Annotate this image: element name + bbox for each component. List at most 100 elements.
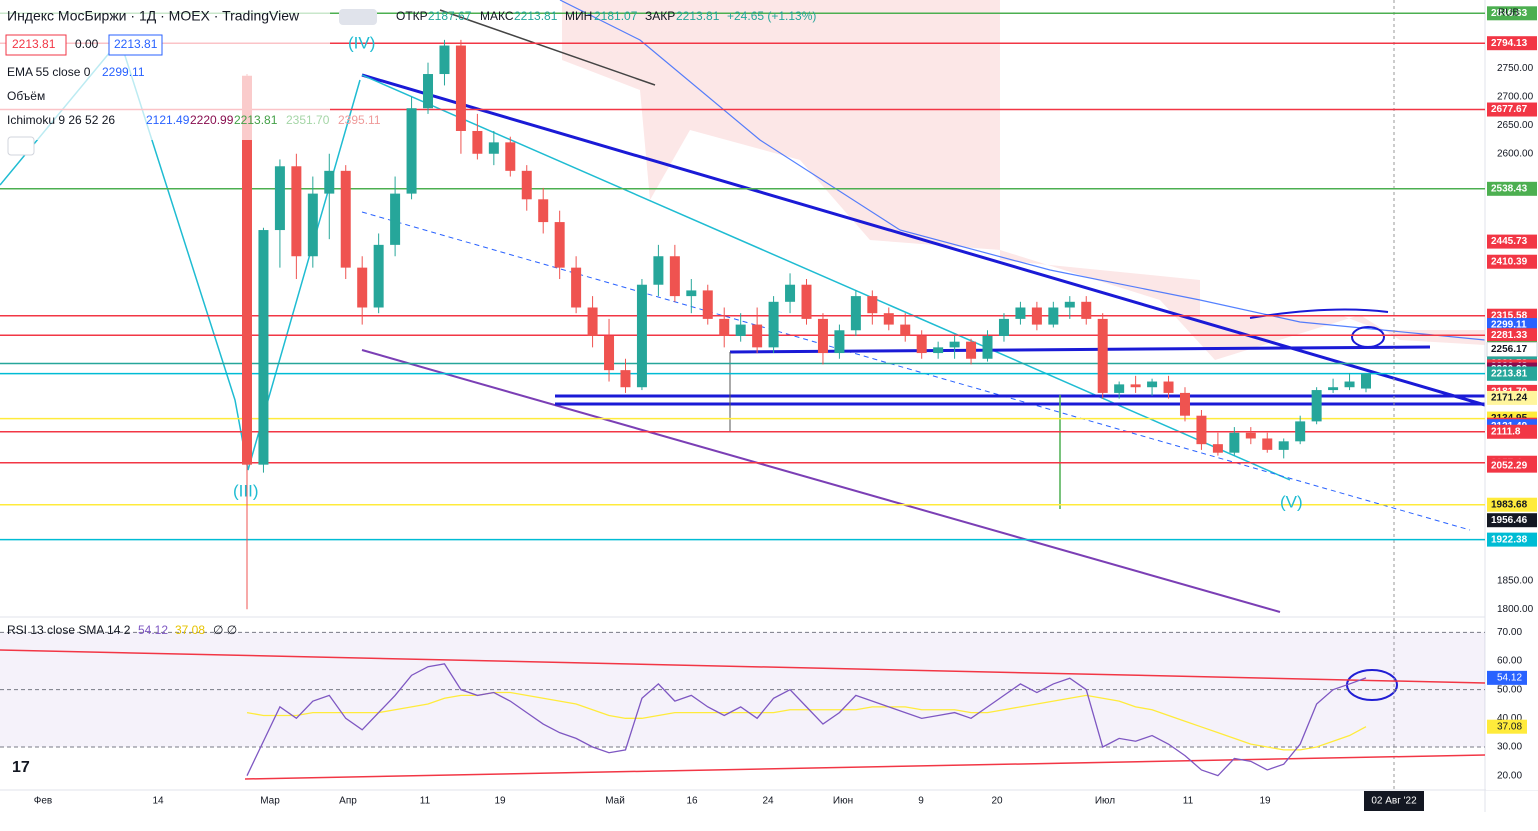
price-label-box bbox=[1486, 342, 1538, 358]
rsi-label: 54.12 bbox=[1497, 672, 1522, 683]
candle-body bbox=[834, 330, 845, 354]
candle-body bbox=[1295, 421, 1306, 442]
candle-body bbox=[488, 142, 499, 154]
trendline bbox=[361, 349, 1281, 613]
price-label-box bbox=[1487, 102, 1537, 117]
high-label: МАКС bbox=[480, 9, 514, 23]
candle-body bbox=[620, 370, 631, 388]
trendline bbox=[244, 754, 1486, 780]
y-tick-label: 2700.00 bbox=[1497, 91, 1534, 102]
collapse-button[interactable] bbox=[7, 136, 35, 156]
candle-body bbox=[291, 166, 302, 257]
candle-body bbox=[1361, 373, 1371, 389]
time-label: 20 bbox=[991, 796, 1003, 807]
rsi-tick-label: 50.00 bbox=[1497, 684, 1522, 695]
candle-body bbox=[669, 256, 680, 297]
candle-body bbox=[998, 318, 1009, 336]
wave-label: (III) bbox=[233, 481, 259, 500]
ask-box[interactable] bbox=[108, 34, 163, 56]
trendline bbox=[729, 345, 1431, 354]
time-label: 19 bbox=[494, 796, 506, 807]
time-label: 02 Авг '22 bbox=[1371, 796, 1417, 807]
rsi-label-box bbox=[1487, 719, 1527, 734]
ichimoku-value: 2220.99 bbox=[190, 113, 234, 127]
drawing bbox=[1351, 326, 1385, 348]
candle-body bbox=[242, 75, 252, 465]
candle-body bbox=[274, 166, 285, 231]
compare-button[interactable] bbox=[339, 9, 377, 25]
time-label: 11 bbox=[1183, 796, 1194, 807]
rsi-value: ∅ ∅ bbox=[213, 623, 237, 637]
ichimoku-value: 2213.81 bbox=[234, 113, 278, 127]
candle-body bbox=[324, 170, 335, 194]
candle-body bbox=[439, 45, 450, 75]
candle-body bbox=[1031, 307, 1042, 325]
candle-body bbox=[1048, 307, 1059, 325]
price-label: 2315.58 bbox=[1491, 310, 1528, 321]
rsi-value: 37.08 bbox=[175, 623, 205, 637]
rsi-label: 37.08 bbox=[1497, 721, 1522, 732]
price-label: 2213.81 bbox=[1491, 368, 1528, 379]
ema-line bbox=[559, 0, 1486, 341]
y-tick-label: 2650.00 bbox=[1497, 120, 1534, 131]
price-label: 2677.67 bbox=[1491, 104, 1528, 115]
price-label-box bbox=[1487, 532, 1537, 547]
change-value: +24.65 (+1.13%) bbox=[727, 9, 816, 23]
legend-bg bbox=[0, 0, 330, 140]
price-label: 1956.46 bbox=[1491, 515, 1528, 526]
candle-body bbox=[423, 74, 434, 109]
candle-body bbox=[390, 193, 401, 245]
low-value: 2181.07 bbox=[594, 9, 638, 23]
rsi-tick-label: 20.00 bbox=[1497, 770, 1522, 781]
ask: 2213.81 bbox=[114, 37, 158, 51]
candle-body bbox=[1278, 441, 1289, 450]
time-label: Май bbox=[605, 796, 625, 807]
rsi-tick-label: 40.00 bbox=[1497, 713, 1522, 724]
wave-label: (V) bbox=[1280, 492, 1303, 511]
candle-body bbox=[653, 256, 664, 285]
candle-body bbox=[1212, 444, 1223, 453]
candle-body bbox=[949, 341, 960, 348]
candle-body bbox=[785, 284, 796, 302]
candle-body bbox=[505, 142, 516, 171]
axis-bg bbox=[1486, 22, 1538, 790]
ema-value: 2299.11 bbox=[102, 65, 145, 79]
time-label: 19 bbox=[1259, 796, 1271, 807]
candle-body bbox=[1015, 307, 1026, 319]
price-label: 2052.29 bbox=[1491, 460, 1528, 471]
candle-body bbox=[1344, 381, 1355, 388]
candle-body bbox=[587, 307, 598, 336]
time-label: Июл bbox=[1095, 796, 1115, 807]
candle-body bbox=[850, 296, 861, 331]
candle-body bbox=[538, 199, 549, 223]
time-label-box bbox=[1364, 791, 1424, 811]
price-label: 2846.63 bbox=[1491, 8, 1528, 19]
price-label-box bbox=[1487, 458, 1537, 473]
candle-body bbox=[1147, 381, 1158, 388]
price-label-box bbox=[1487, 254, 1537, 269]
price-label: 2281.33 bbox=[1491, 330, 1528, 341]
rsi-tick-label: 30.00 bbox=[1497, 742, 1522, 753]
candle-body bbox=[883, 313, 894, 325]
candle-body bbox=[702, 290, 713, 319]
rsi-line bbox=[246, 663, 1367, 777]
logo: 17 bbox=[12, 759, 30, 776]
bid-box[interactable] bbox=[5, 34, 67, 56]
candle-body bbox=[307, 193, 318, 257]
title: Индекс МосБиржи · 1Д · MOEX · TradingVie… bbox=[7, 8, 300, 24]
low-label: МИН bbox=[565, 9, 592, 23]
rsi-tick-label: 60.00 bbox=[1497, 656, 1522, 667]
candle-body bbox=[801, 284, 812, 319]
trendline bbox=[0, 649, 1486, 684]
price-label: 2794.13 bbox=[1491, 38, 1528, 49]
price-label: 2445.73 bbox=[1491, 236, 1528, 247]
rsi-label-box bbox=[1487, 670, 1527, 685]
candle-body bbox=[900, 324, 911, 336]
close-value: 2213.81 bbox=[676, 9, 720, 23]
price-label: 2538.43 bbox=[1491, 183, 1528, 194]
trendline bbox=[439, 9, 656, 86]
spread: 0.00 bbox=[75, 37, 99, 51]
ichimoku-value: 2351.70 bbox=[286, 113, 330, 127]
candle-body bbox=[735, 324, 746, 336]
